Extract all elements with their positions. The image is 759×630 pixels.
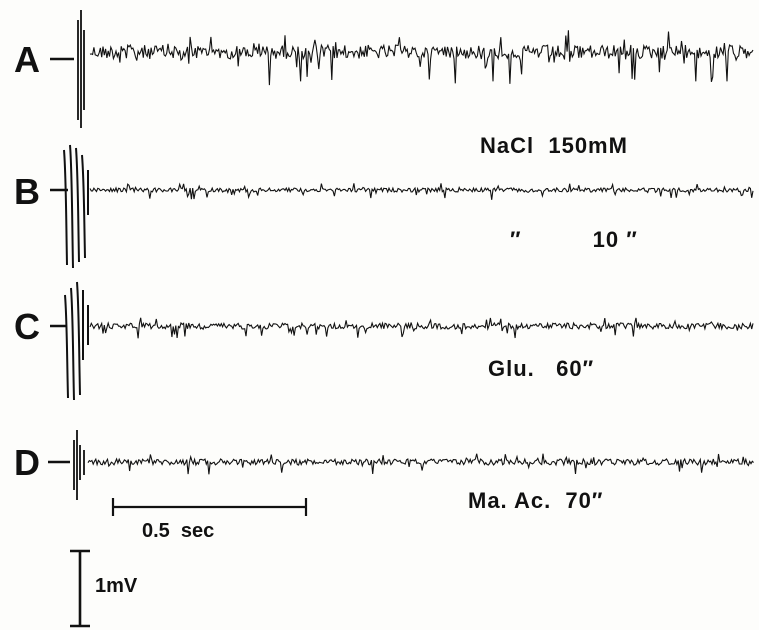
trace-label-c: C (14, 306, 40, 347)
condition-label-b: ″ 10 ″ (510, 227, 638, 252)
time-scale-bar (111, 498, 308, 516)
trace-a-signal (89, 30, 754, 86)
trace-label-d: D (14, 442, 40, 483)
trace-label-a: A (14, 39, 40, 80)
condition-label-c: Glu. 60″ (488, 356, 595, 381)
trace-a (50, 10, 754, 128)
trace-c-onset-artifact (64, 281, 89, 401)
trace-b-signal (89, 182, 754, 200)
time-scale-label: 0.5 sec (142, 520, 215, 542)
trace-c-signal (89, 317, 754, 339)
condition-label-a: NaCl 150mM (480, 133, 628, 158)
trace-d-onset-artifact (73, 430, 85, 500)
trace-b-onset-artifact (63, 144, 89, 269)
voltage-scale-bar (70, 549, 90, 628)
voltage-scale-label: 1mV (95, 575, 138, 597)
trace-d (48, 430, 754, 500)
trace-label-b: B (14, 171, 40, 212)
trace-c (50, 281, 754, 401)
condition-label-d: Ma. Ac. 70″ (468, 488, 604, 513)
trace-d-signal (87, 453, 754, 475)
trace-b (50, 144, 754, 269)
trace-a-onset-artifact (77, 10, 85, 128)
